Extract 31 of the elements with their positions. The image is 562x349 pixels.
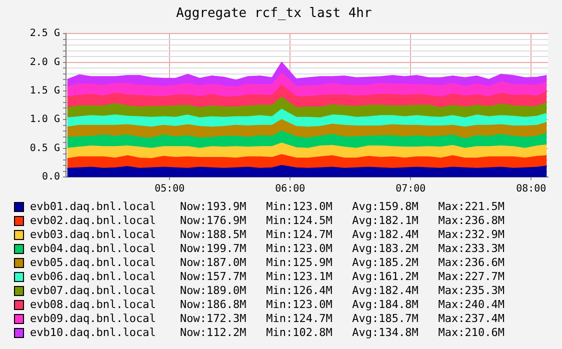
legend-label: evb04.daq.bnl.local [30, 242, 157, 256]
legend-label: evb02.daq.bnl.local [30, 214, 157, 228]
legend-label: evb05.daq.bnl.local [30, 256, 157, 270]
text: Now:186.8M Min:123.0M Avg:184.8M Max:240.4M [180, 298, 505, 312]
legend-label: evb06.daq.bnl.local [30, 270, 157, 284]
legend-label: evb01.daq.bnl.local [30, 200, 157, 214]
x-tick-label: 05:00 [154, 184, 185, 195]
text: Now:193.9M Min:123.0M Avg:159.8M Max:221.5M [180, 200, 505, 214]
x-tick-label: 07:00 [396, 184, 426, 195]
y-tick-label: 2.5 G [30, 28, 60, 40]
legend-label: evb08.daq.bnl.local [30, 298, 157, 312]
legend-label: evb10.daq.bnl.local [30, 326, 157, 340]
y-tick-label: 1.5 G [30, 86, 60, 97]
y-tick-label: 0.5 G [30, 142, 60, 154]
text: Now:189.0M Min:126.4M Avg:182.4M Max:235.3M [180, 284, 505, 298]
legend-label: evb07.daq.bnl.local [30, 284, 157, 298]
y-tick-label: 2.0 G [30, 56, 60, 68]
text: Now:187.0M Min:125.9M Avg:185.2M Max:236.6M [180, 256, 505, 270]
text: Now:188.5M Min:124.7M Avg:182.4M Max:232.9M [180, 228, 505, 242]
chart-title: Aggregate rcf_tx last 4hr [176, 6, 372, 22]
x-tick-label: 08:00 [516, 184, 546, 195]
text: Now:199.7M Min:123.0M Avg:183.2M Max:233.3M [180, 242, 505, 256]
legend-label: evb03.daq.bnl.local [30, 228, 157, 242]
y-tick-label: 0.0 [42, 172, 60, 183]
y-tick-label: 1.0 G [30, 114, 60, 126]
legend-label: evb09.daq.bnl.local [30, 312, 157, 326]
text: Now:176.9M Min:124.5M Avg:182.1M Max:236.8M [180, 214, 505, 228]
text: Now:172.3M Min:124.7M Avg:185.7M Max:237.4M [180, 312, 505, 326]
x-tick-label: 06:00 [275, 184, 306, 195]
text: Now:157.7M Min:123.1M Avg:161.2M Max:227.7M [180, 270, 505, 284]
text: Now:112.2M Min:102.8M Avg:134.8M Max:210.6M [180, 326, 505, 340]
